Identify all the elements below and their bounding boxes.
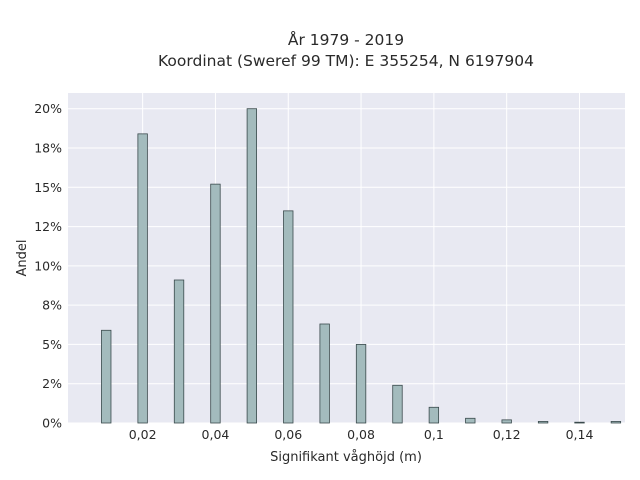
bar bbox=[101, 329, 112, 424]
x-tick-label: 0,08 bbox=[347, 427, 375, 442]
y-tick-label: 12% bbox=[34, 219, 62, 234]
y-tick-label: 15% bbox=[34, 180, 62, 195]
y-tick-label: 0% bbox=[42, 416, 62, 431]
y-tick-label: 8% bbox=[42, 298, 62, 313]
y-tick-labels: 0% 2% 5% 8% 10% 12% 15% 18% 20% bbox=[34, 101, 62, 430]
x-tick-label: 0,12 bbox=[493, 427, 521, 442]
plot-area bbox=[68, 93, 625, 423]
bar bbox=[537, 421, 549, 424]
bar bbox=[173, 279, 185, 424]
bar bbox=[355, 344, 367, 424]
bar bbox=[137, 133, 148, 424]
bar bbox=[392, 384, 403, 424]
bar bbox=[501, 419, 512, 424]
y-tick-label: 20% bbox=[34, 101, 62, 116]
bar bbox=[465, 417, 476, 424]
y-tick-label: 10% bbox=[34, 258, 62, 273]
bars bbox=[101, 108, 622, 424]
y-tick-label: 18% bbox=[34, 141, 62, 156]
chart-title-line1: År 1979 - 2019 bbox=[288, 30, 404, 49]
y-gridlines bbox=[68, 108, 625, 424]
bar bbox=[610, 421, 622, 424]
x-axis-label: Signifikant våghöjd (m) bbox=[270, 450, 422, 465]
bar bbox=[246, 108, 257, 424]
x-tick-label: 0,06 bbox=[274, 427, 302, 442]
chart-title-line2: Koordinat (Sweref 99 TM): E 355254, N 61… bbox=[158, 52, 534, 70]
x-tick-label: 0,14 bbox=[566, 427, 594, 442]
y-axis-label: Andel bbox=[15, 240, 30, 277]
y-tick-label: 5% bbox=[42, 337, 62, 352]
bar bbox=[428, 406, 440, 424]
x-tick-label: 0,1 bbox=[424, 427, 444, 442]
x-tick-labels: 0,02 0,04 0,06 0,08 0,1 0,12 0,14 bbox=[129, 427, 594, 442]
bar bbox=[574, 421, 585, 424]
x-tick-label: 0,04 bbox=[202, 427, 230, 442]
bar bbox=[283, 210, 294, 424]
y-tick-label: 2% bbox=[42, 376, 62, 391]
bar bbox=[210, 183, 221, 424]
x-tick-label: 0,02 bbox=[129, 427, 157, 442]
bar bbox=[319, 323, 330, 424]
